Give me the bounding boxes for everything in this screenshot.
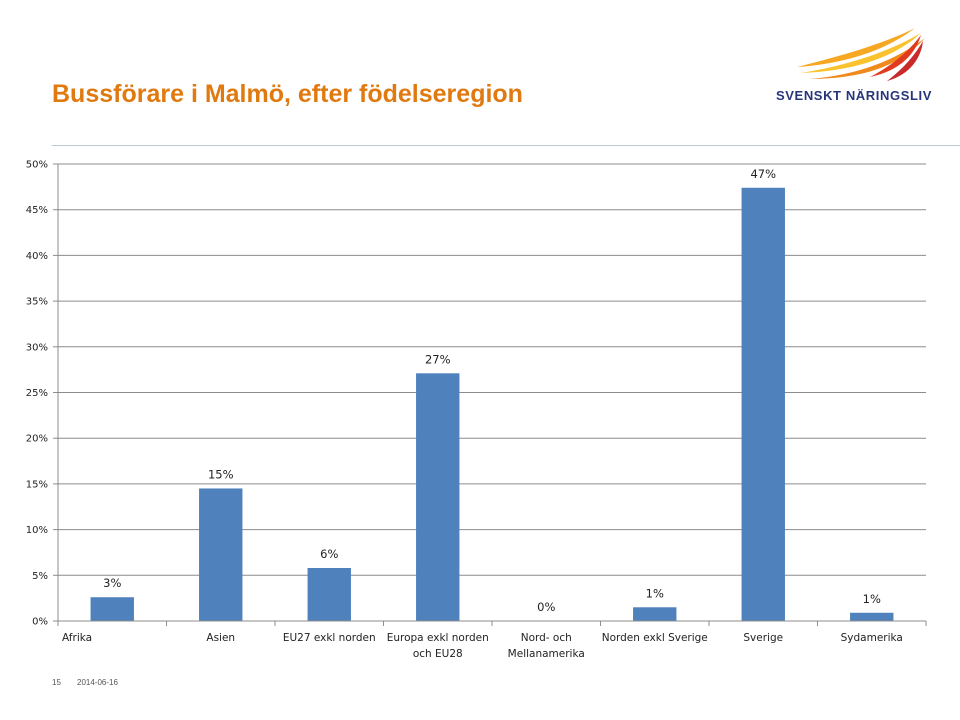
y-tick-label: 40% xyxy=(26,251,48,262)
data-label: 6% xyxy=(320,547,338,561)
grid-lines xyxy=(58,163,926,576)
logo-text: SVENSKT NÄRINGSLIV xyxy=(776,88,932,103)
x-category-label: EU27 exkl norden xyxy=(283,632,376,644)
y-axis-ticks: 0% 5% 10% 15% 20% 25% 30% 35% 40% 45% 50% xyxy=(26,160,58,628)
x-category-line: Europa exkl norden xyxy=(387,632,489,644)
title-divider xyxy=(52,145,960,146)
bar xyxy=(416,373,460,621)
x-category-label: Asien xyxy=(206,632,235,644)
bar xyxy=(307,567,351,621)
data-label: 47% xyxy=(750,167,776,181)
y-tick-label: 0% xyxy=(32,617,48,628)
bar xyxy=(850,612,894,621)
data-label: 1% xyxy=(863,592,881,606)
bar xyxy=(633,607,677,621)
y-tick-label: 25% xyxy=(26,388,48,399)
data-label: 0% xyxy=(537,600,555,614)
y-tick-label: 30% xyxy=(26,342,48,353)
bar xyxy=(741,187,785,621)
x-category-label: Europa exkl norden och EU28 xyxy=(387,632,489,660)
x-category-line: Nord- och xyxy=(521,632,572,644)
slide-title: Bussförare i Malmö, efter födelseregion xyxy=(52,80,523,108)
y-tick-label: 45% xyxy=(26,205,48,216)
y-tick-label: 10% xyxy=(26,525,48,536)
x-category-line: Sydamerika xyxy=(841,632,903,644)
x-category-label: Sverige xyxy=(743,632,783,644)
x-category-line: EU27 exkl norden xyxy=(283,632,376,644)
data-label: 27% xyxy=(425,352,451,366)
x-category-line: och EU28 xyxy=(413,648,463,660)
data-label: 15% xyxy=(208,467,234,481)
y-tick-label: 35% xyxy=(26,297,48,308)
x-category-line: Norden exkl Sverige xyxy=(602,632,708,644)
bar-chart: 0% 5% 10% 15% 20% 25% 30% 35% 40% 45% 50% 3% 15% 6% 2… xyxy=(26,160,927,660)
x-category-line: Mellanamerika xyxy=(508,648,585,660)
x-category-line: Asien xyxy=(206,632,235,644)
page-number: 15 xyxy=(52,678,61,687)
x-category-line: Afrika xyxy=(62,632,92,644)
data-labels: 3% 15% 6% 27% 0% 1% 47% 1% xyxy=(103,167,881,614)
x-category-line: Sverige xyxy=(743,632,783,644)
x-category-label: Nord- och Mellanamerika xyxy=(508,632,585,660)
bar xyxy=(199,488,243,621)
y-tick-label: 20% xyxy=(26,434,48,445)
bar xyxy=(90,597,134,621)
x-category-label: Sydamerika xyxy=(841,632,903,644)
y-tick-label: 50% xyxy=(26,160,48,171)
x-category-label: Norden exkl Sverige xyxy=(602,632,708,644)
y-tick-label: 15% xyxy=(26,479,48,490)
y-tick-label: 5% xyxy=(32,571,48,582)
slide-date: 2014-06-16 xyxy=(77,678,118,687)
x-axis-categories: Afrika Asien EU27 exkl norden Europa exkl n… xyxy=(57,621,927,660)
swoosh-wing-logo-icon xyxy=(797,28,925,81)
x-category-label: Afrika xyxy=(62,632,92,644)
data-label: 3% xyxy=(103,576,121,590)
data-label: 1% xyxy=(646,586,664,600)
axes xyxy=(57,164,926,622)
bars xyxy=(90,187,894,621)
